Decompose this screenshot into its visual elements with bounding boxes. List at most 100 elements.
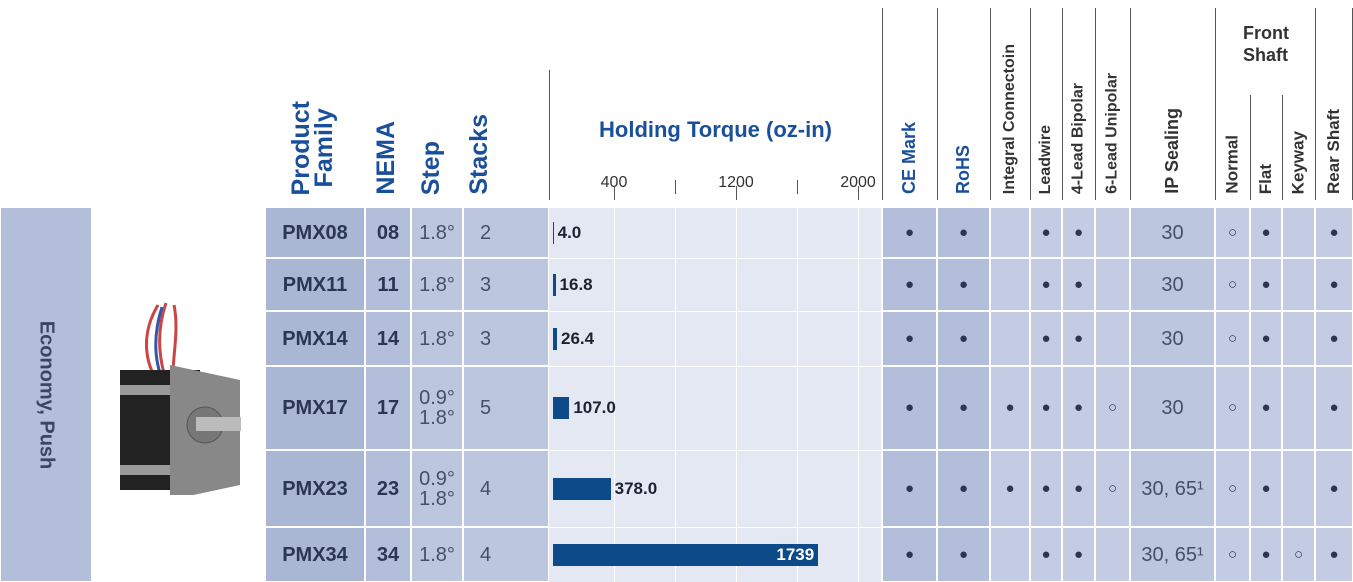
row-line [549, 527, 882, 528]
feature-cell: ● [937, 366, 990, 450]
feature-cell: ● [1315, 527, 1353, 582]
feature-cell: ● [1315, 207, 1353, 258]
row-line [549, 450, 882, 451]
feature-cell: ● [1062, 207, 1095, 258]
step-cell: 1.8° [411, 258, 463, 311]
separator [1250, 95, 1251, 200]
feature-cell [990, 207, 1030, 258]
feature-cell: ● [1250, 527, 1282, 582]
feature-cell: ● [1030, 366, 1062, 450]
header-line: Step [420, 141, 443, 195]
feature-cell: ● [1315, 366, 1353, 450]
feature-cell: ● [937, 527, 990, 582]
feature-cell: ● [937, 311, 990, 366]
step-value: 1.8° [419, 223, 455, 243]
feature-cell [1282, 311, 1315, 366]
feature-cell: ○ [1215, 258, 1250, 311]
feature-header: Rear Shaft [1315, 109, 1353, 194]
separator [1130, 8, 1131, 200]
separator [882, 8, 883, 200]
grid-line [858, 207, 859, 582]
tick-mark [675, 180, 676, 194]
feature-cell [1282, 366, 1315, 450]
tick-mark [858, 186, 859, 200]
value-label: 26.4 [561, 329, 594, 349]
step-value: 1.8° [419, 329, 455, 349]
group-header: Front Shaft [1215, 22, 1315, 66]
nema-cell: 11 [365, 258, 411, 311]
step-cell: 1.8° [411, 311, 463, 366]
feature-cell: ● [882, 258, 937, 311]
motor-image [100, 285, 250, 495]
row-line [549, 366, 882, 367]
stacks-cell: 4 [463, 527, 549, 582]
separator [549, 70, 550, 200]
step-value: 0.9° [419, 388, 455, 408]
bar [553, 222, 554, 244]
feature-cell: 30, 65¹ [1130, 527, 1215, 582]
feature-cell: ○ [1095, 366, 1130, 450]
feature-cell: ● [1250, 258, 1282, 311]
bar [553, 328, 557, 350]
feature-cell: ● [1062, 527, 1095, 582]
feature-cell: ○ [1215, 450, 1250, 527]
feature-cell: ● [1030, 450, 1062, 527]
feature-cell: ● [882, 527, 937, 582]
grid-line [675, 207, 676, 582]
step-value: 1.8° [419, 545, 455, 565]
product-cell: PMX14 [265, 311, 365, 366]
product-cell: PMX23 [265, 450, 365, 527]
step-value: 1.8° [419, 489, 455, 509]
stacks-cell: 5 [463, 366, 549, 450]
step-cell: 0.9°1.8° [411, 450, 463, 527]
feature-header: Keyway [1282, 131, 1315, 194]
chart-title: Holding Torque (oz-in) [549, 117, 882, 143]
column-header: Step [420, 141, 450, 195]
feature-cell: ● [882, 311, 937, 366]
stacks-cell: 3 [463, 311, 549, 366]
tick-mark [797, 180, 798, 194]
step-cell: 1.8° [411, 527, 463, 582]
feature-cell [1282, 207, 1315, 258]
feature-cell: ● [1250, 207, 1282, 258]
feature-cell: ● [1315, 258, 1353, 311]
feature-cell: 30 [1130, 258, 1215, 311]
step-cell: 0.9°1.8° [411, 366, 463, 450]
stacks-cell: 2 [463, 207, 549, 258]
value-label: 4.0 [558, 223, 582, 243]
feature-cell: 30 [1130, 207, 1215, 258]
bar [553, 397, 569, 419]
feature-cell: ● [1250, 311, 1282, 366]
column-header: Stacks [468, 114, 508, 195]
feature-cell [990, 311, 1030, 366]
stacks-cell: 3 [463, 258, 549, 311]
value-label: 378.0 [615, 479, 658, 499]
tick-mark [736, 186, 737, 200]
row-line [549, 258, 882, 259]
feature-cell: ● [937, 450, 990, 527]
product-cell: PMX17 [265, 366, 365, 450]
feature-cell: ● [1030, 311, 1062, 366]
feature-cell: ● [1062, 258, 1095, 311]
stacks-cell: 4 [463, 450, 549, 527]
nema-cell: 08 [365, 207, 411, 258]
feature-header: 4-Lead Bipolar [1062, 83, 1095, 194]
header-line: NEMA [375, 121, 398, 195]
feature-header: Integral Connectoin [990, 44, 1030, 194]
feature-cell [1095, 527, 1130, 582]
page: ProductFamilyNEMAStepStacksHolding Torqu… [0, 0, 1353, 582]
header-line: Family [313, 108, 336, 187]
feature-cell: ● [937, 207, 990, 258]
feature-cell [1282, 258, 1315, 311]
grid-line [614, 207, 615, 582]
feature-cell: ● [1315, 450, 1353, 527]
header-line: Stacks [468, 114, 491, 195]
feature-cell: ● [882, 450, 937, 527]
feature-cell: ● [1062, 450, 1095, 527]
nema-cell: 23 [365, 450, 411, 527]
separator [990, 8, 991, 200]
feature-cell: ● [990, 450, 1030, 527]
product-cell: PMX08 [265, 207, 365, 258]
feature-cell: 30, 65¹ [1130, 450, 1215, 527]
step-value: 1.8° [419, 275, 455, 295]
